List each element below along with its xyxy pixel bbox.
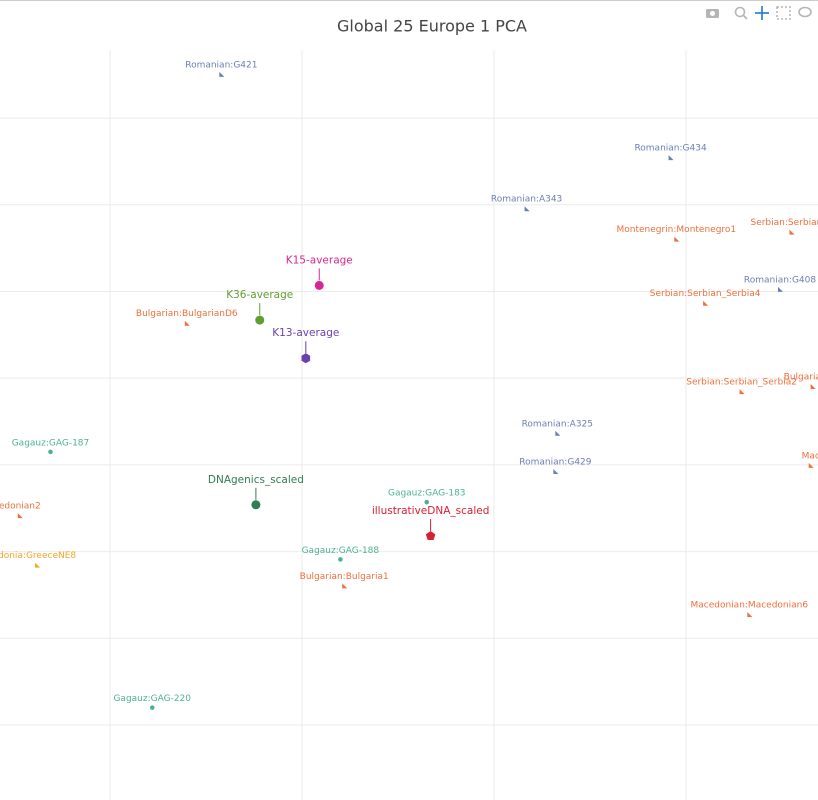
zoom-button[interactable] <box>734 6 748 20</box>
point <box>777 286 783 292</box>
point <box>184 320 190 326</box>
point <box>219 71 225 77</box>
point-label: K36-average <box>226 289 293 301</box>
point <box>739 389 745 395</box>
point-label: K15-average <box>286 254 353 266</box>
point-label: Romanian:G408 <box>744 275 817 285</box>
point <box>35 562 41 568</box>
select-button[interactable] <box>776 6 791 20</box>
point <box>251 500 261 510</box>
point <box>314 280 324 290</box>
point-label: Serbian:Serbian_Serbia2 <box>686 378 797 388</box>
point <box>424 499 430 505</box>
plot-area: Romanian:G421 Romanian:G434 Romanian:A343 R… <box>0 60 818 710</box>
point <box>149 705 155 710</box>
point-label: Romanian:A325 <box>522 419 593 429</box>
point <box>524 206 530 212</box>
point-label: Romanian:G429 <box>519 457 592 467</box>
point-label: Serbian:Serbian_Serbia4 <box>650 289 761 299</box>
pan-button[interactable] <box>755 6 769 20</box>
point <box>553 468 559 474</box>
point <box>342 583 348 589</box>
point-label: Romanian:G421 <box>185 60 257 70</box>
toolbar <box>706 6 812 20</box>
point <box>747 612 753 618</box>
camera-button[interactable] <box>706 9 719 18</box>
point <box>808 462 814 468</box>
point <box>17 513 23 519</box>
point-label: illustrativeDNA_scaled <box>372 505 490 517</box>
chart-title: Global 25 Europe 1 PCA <box>337 17 527 36</box>
point-label: Macedonian:Macedonian6 <box>690 601 808 611</box>
point-label: Romanian:G434 <box>634 144 707 154</box>
point-label: K13-average <box>272 327 339 339</box>
point <box>338 557 343 562</box>
point <box>674 236 680 242</box>
point-label: donia:GreeceNE8 <box>0 551 76 561</box>
point <box>555 430 561 436</box>
point-label: Bulgarian:Bulgaria1 <box>300 572 389 582</box>
point-label: Montenegrin:Montenegro1 <box>616 225 736 235</box>
point <box>425 531 436 540</box>
point-label: Bulgarian:Bu <box>784 372 818 382</box>
point <box>668 155 674 161</box>
point-label: Gagauz:GAG-188 <box>302 546 380 556</box>
point <box>48 449 53 455</box>
point-label: Mac <box>802 451 818 461</box>
point-label: edonian2 <box>0 502 41 512</box>
lasso-button[interactable] <box>798 6 812 18</box>
point-label: Romanian:A343 <box>491 195 562 205</box>
point-label: Bulgarian:BulgarianD6 <box>136 309 238 319</box>
point <box>301 353 311 364</box>
point <box>703 300 709 306</box>
point <box>810 383 816 389</box>
point <box>255 315 265 325</box>
point-label: Serbian:Serbian_S <box>750 218 818 228</box>
point <box>789 229 795 235</box>
point-label: Gagauz:GAG-183 <box>388 489 466 499</box>
point-label: Gagauz:GAG-220 <box>113 694 191 704</box>
point-label: Gagauz:GAG-187 <box>12 438 90 448</box>
point-label: DNAgenics_scaled <box>208 474 304 486</box>
grid <box>0 50 818 800</box>
